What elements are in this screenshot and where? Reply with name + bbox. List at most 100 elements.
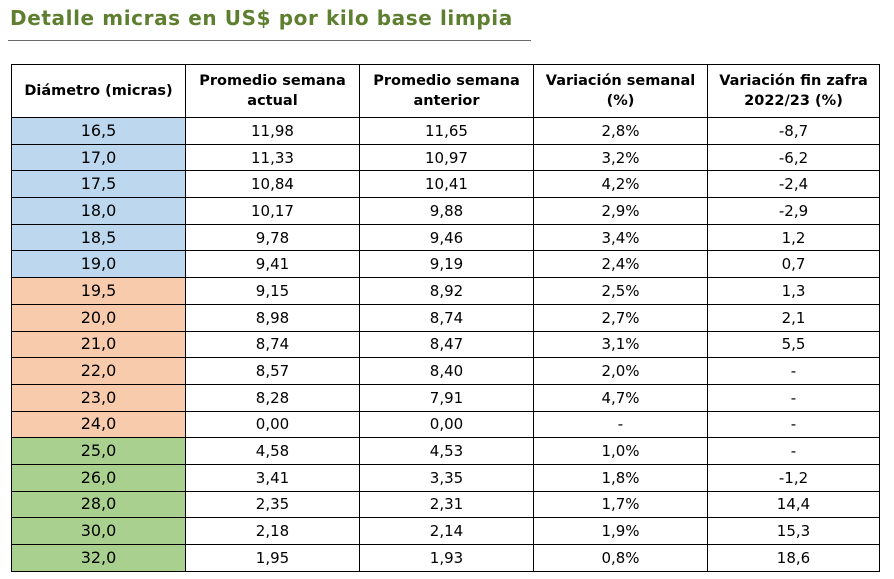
table-row: 24,0 0,00 0,00- - (11, 410, 880, 439)
table-header-row: Diámetro (micras) Promedio semana actual… (11, 64, 880, 118)
table-row: 19,5 9,15 8,92 2,5% 1,3 (11, 277, 880, 305)
cell-previous-week-avg: 0,00 (359, 410, 534, 439)
cell-current-week-avg: 10,17 (185, 197, 360, 225)
table-row: 17,0 11,33 10,97 3,2% -6,2 (11, 143, 880, 172)
cell-diameter: 28,0 (11, 490, 186, 519)
cell-weekly-variation: 1,7% (533, 490, 708, 519)
cell-diameter: 20,0 (11, 303, 186, 332)
cell-season-end-variation: 1,3 (707, 277, 880, 305)
cell-weekly-variation: 2,8% (533, 117, 708, 145)
table-row: 25,0 4,58 4,53 1,0% - (11, 437, 880, 465)
cell-current-week-avg: 8,57 (185, 357, 360, 385)
cell-current-week-avg: 3,41 (185, 463, 360, 492)
cell-current-week-avg: 2,35 (185, 490, 360, 519)
header-previous-week-avg: Promedio semana anterior (359, 64, 534, 118)
cell-weekly-variation: 2,5% (533, 277, 708, 305)
cell-previous-week-avg: 10,97 (359, 143, 534, 172)
cell-season-end-variation: -6,2 (707, 143, 880, 172)
title-underline (8, 40, 531, 41)
cell-season-end-variation: 18,6 (707, 544, 880, 572)
header-weekly-variation: Variación semanal (%) (533, 64, 708, 118)
table-row: 26,0 3,41 3,35 1,8% -1,2 (11, 463, 880, 492)
cell-weekly-variation: 3,4% (533, 223, 708, 252)
table-row: 23,0 8,28 7,91 4,7% - (11, 383, 880, 412)
cell-weekly-variation: 1,9% (533, 517, 708, 545)
table-row: 28,0 2,35 2,31 1,7% 14,4 (11, 490, 880, 519)
cell-season-end-variation: - (707, 410, 880, 439)
cell-season-end-variation: -8,7 (707, 117, 880, 145)
cell-diameter: 17,5 (11, 170, 186, 199)
cell-diameter: 19,5 (11, 277, 186, 305)
cell-diameter: 18,5 (11, 223, 186, 252)
cell-previous-week-avg: 8,40 (359, 357, 534, 385)
cell-current-week-avg: 8,74 (185, 330, 360, 359)
table-row: 18,5 9,78 9,46 3,4% 1,2 (11, 223, 880, 252)
header-diameter: Diámetro (micras) (11, 64, 186, 118)
cell-previous-week-avg: 8,74 (359, 303, 534, 332)
header-season-end-variation: Variación fin zafra 2022/23 (%) (707, 64, 880, 118)
cell-season-end-variation: 2,1 (707, 303, 880, 332)
cell-diameter: 30,0 (11, 517, 186, 545)
cell-current-week-avg: 10,84 (185, 170, 360, 199)
table-row: 16,5 11,98 11,65 2,8% -8,7 (11, 117, 880, 145)
cell-weekly-variation: - (533, 410, 708, 439)
cell-previous-week-avg: 2,31 (359, 490, 534, 519)
header-current-week-avg: Promedio semana actual (185, 64, 360, 118)
table-row: 22,0 8,57 8,40 2,0% - (11, 357, 880, 385)
table-row: 19,0 9,41 9,19 2,4% 0,7 (11, 250, 880, 279)
cell-diameter: 25,0 (11, 437, 186, 465)
table-row: 30,0 2,18 2,14 1,9% 15,3 (11, 517, 880, 545)
cell-weekly-variation: 2,4% (533, 250, 708, 279)
cell-weekly-variation: 1,0% (533, 437, 708, 465)
cell-weekly-variation: 3,1% (533, 330, 708, 359)
cell-diameter: 32,0 (11, 544, 186, 572)
cell-season-end-variation: -1,2 (707, 463, 880, 492)
cell-diameter: 24,0 (11, 410, 186, 439)
cell-current-week-avg: 8,98 (185, 303, 360, 332)
cell-previous-week-avg: 11,65 (359, 117, 534, 145)
cell-current-week-avg: 2,18 (185, 517, 360, 545)
cell-current-week-avg: 9,41 (185, 250, 360, 279)
cell-weekly-variation: 0,8% (533, 544, 708, 572)
cell-current-week-avg: 9,15 (185, 277, 360, 305)
cell-season-end-variation: -2,4 (707, 170, 880, 199)
cell-weekly-variation: 2,0% (533, 357, 708, 385)
cell-weekly-variation: 2,7% (533, 303, 708, 332)
cell-current-week-avg: 9,78 (185, 223, 360, 252)
cell-weekly-variation: 4,2% (533, 170, 708, 199)
cell-previous-week-avg: 7,91 (359, 383, 534, 412)
page-title: Detalle micras en US$ por kilo base limp… (10, 6, 513, 30)
cell-weekly-variation: 4,7% (533, 383, 708, 412)
cell-season-end-variation: 1,2 (707, 223, 880, 252)
cell-previous-week-avg: 2,14 (359, 517, 534, 545)
table-row: 17,5 10,84 10,41 4,2% -2,4 (11, 170, 880, 199)
cell-season-end-variation: - (707, 437, 880, 465)
table-row: 20,0 8,98 8,74 2,7% 2,1 (11, 303, 880, 332)
cell-diameter: 26,0 (11, 463, 186, 492)
cell-diameter: 21,0 (11, 330, 186, 359)
cell-diameter: 16,5 (11, 117, 186, 145)
cell-season-end-variation: 14,4 (707, 490, 880, 519)
cell-previous-week-avg: 9,19 (359, 250, 534, 279)
cell-diameter: 19,0 (11, 250, 186, 279)
cell-previous-week-avg: 8,92 (359, 277, 534, 305)
cell-weekly-variation: 3,2% (533, 143, 708, 172)
cell-current-week-avg: 4,58 (185, 437, 360, 465)
cell-previous-week-avg: 9,88 (359, 197, 534, 225)
cell-season-end-variation: -2,9 (707, 197, 880, 225)
cell-previous-week-avg: 3,35 (359, 463, 534, 492)
cell-season-end-variation: 15,3 (707, 517, 880, 545)
cell-previous-week-avg: 10,41 (359, 170, 534, 199)
cell-season-end-variation: 5,5 (707, 330, 880, 359)
cell-previous-week-avg: 9,46 (359, 223, 534, 252)
cell-current-week-avg: 8,28 (185, 383, 360, 412)
cell-season-end-variation: - (707, 383, 880, 412)
table-row: 18,0 10,17 9,88 2,9% -2,9 (11, 197, 880, 225)
cell-diameter: 18,0 (11, 197, 186, 225)
cell-weekly-variation: 2,9% (533, 197, 708, 225)
cell-current-week-avg: 1,95 (185, 544, 360, 572)
table-row: 21,0 8,74 8,47 3,1% 5,5 (11, 330, 880, 359)
cell-previous-week-avg: 8,47 (359, 330, 534, 359)
cell-season-end-variation: - (707, 357, 880, 385)
cell-current-week-avg: 11,33 (185, 143, 360, 172)
